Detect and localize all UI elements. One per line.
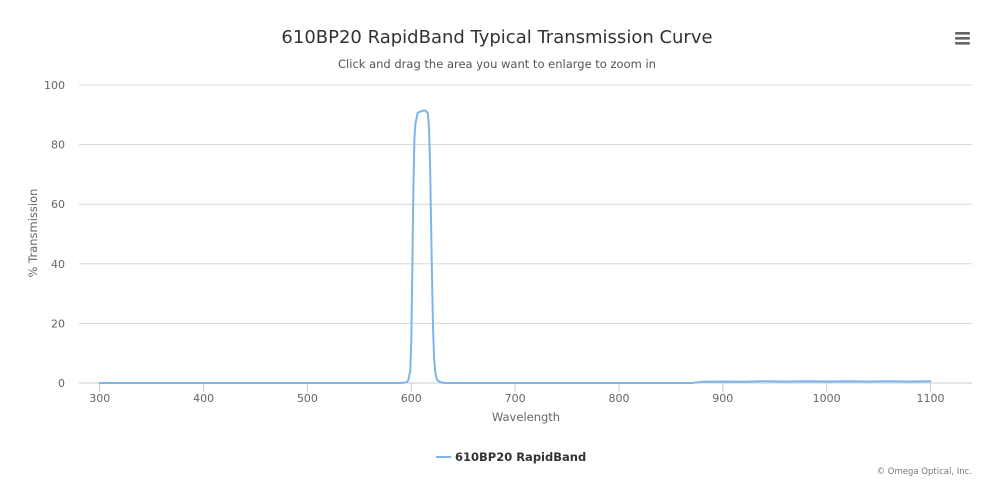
y-tick-label: 80 <box>51 139 65 152</box>
y-tick-label: 100 <box>44 79 65 92</box>
y-tick-label: 40 <box>51 258 65 271</box>
x-tick-label: 900 <box>712 392 733 405</box>
x-tick-label: 800 <box>608 392 629 405</box>
x-tick-label: 500 <box>297 392 318 405</box>
x-tick-label: 700 <box>505 392 526 405</box>
y-axis-title: % Transmission <box>26 189 40 278</box>
chart-title: 610BP20 RapidBand Typical Transmission C… <box>281 27 712 48</box>
x-axis-title: Wavelength <box>492 410 560 424</box>
series-line[interactable] <box>98 109 932 384</box>
x-tick-label: 400 <box>193 392 214 405</box>
y-tick-label: 20 <box>51 317 65 330</box>
y-tick-label: 0 <box>58 377 65 390</box>
axes: 0 20 40 60 80 100 300 400 500 600 700 800 900 1000 110… <box>44 79 972 405</box>
x-tick-label: 1100 <box>916 392 944 405</box>
chart-menu-button[interactable] <box>948 26 976 52</box>
x-tick-label: 300 <box>89 392 110 405</box>
legend-item[interactable]: 610BP20 RapidBand <box>436 450 586 464</box>
chart-subtitle: Click and drag the area you want to enla… <box>338 57 656 71</box>
credits-text[interactable]: © Omega Optical, Inc. <box>877 467 972 477</box>
grid <box>79 84 972 324</box>
x-tick-label: 1000 <box>813 392 841 405</box>
plot-area <box>98 109 932 384</box>
legend-label[interactable]: 610BP20 RapidBand <box>455 450 586 464</box>
x-tick-label: 600 <box>401 392 422 405</box>
y-tick-label: 60 <box>51 198 65 211</box>
hamburger-menu-icon[interactable] <box>955 32 970 45</box>
